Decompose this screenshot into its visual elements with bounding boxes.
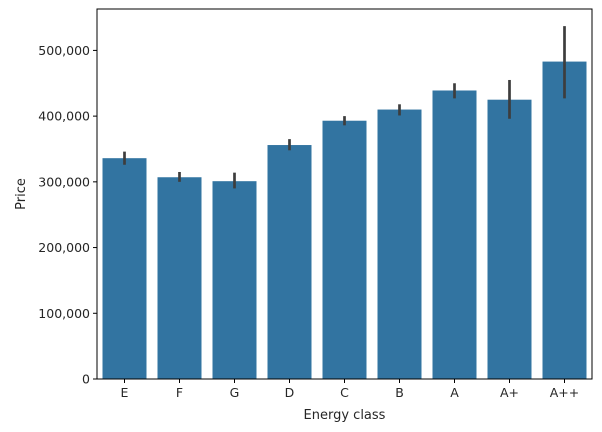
bar-A++ [542,61,587,379]
x-axis-ticks: E F G D C B A A+ A++ [121,379,580,400]
x-tick-label: A++ [550,385,580,400]
y-tick-label: 500,000 [38,43,90,58]
bar-G [212,181,257,379]
x-tick-label: G [230,385,240,400]
bar-A+ [487,99,532,379]
bar-D [267,145,312,379]
x-tick-label: A [450,385,459,400]
y-axis-ticks: 0 100,000 200,000 300,000 400,000 500,000 [38,43,97,387]
bar-E [102,158,147,379]
bar-C [322,120,367,380]
bar-A [432,90,477,379]
y-tick-label: 300,000 [38,174,90,189]
bar-F [157,177,202,379]
x-tick-label: E [121,385,129,400]
y-tick-label: 100,000 [38,306,90,321]
x-tick-label: A+ [500,385,519,400]
x-tick-label: F [176,385,183,400]
bar-B [377,109,422,379]
y-axis-label: Price [14,178,29,210]
x-tick-label: D [285,385,295,400]
y-tick-label: 0 [82,372,90,387]
x-tick-label: B [395,385,404,400]
x-axis-label: Energy class [304,408,386,423]
bars [102,61,587,380]
error-bars [123,26,566,189]
y-tick-label: 400,000 [38,109,90,124]
plot-frame [96,8,593,380]
y-tick-label: 200,000 [38,240,90,255]
x-tick-label: C [340,385,349,400]
